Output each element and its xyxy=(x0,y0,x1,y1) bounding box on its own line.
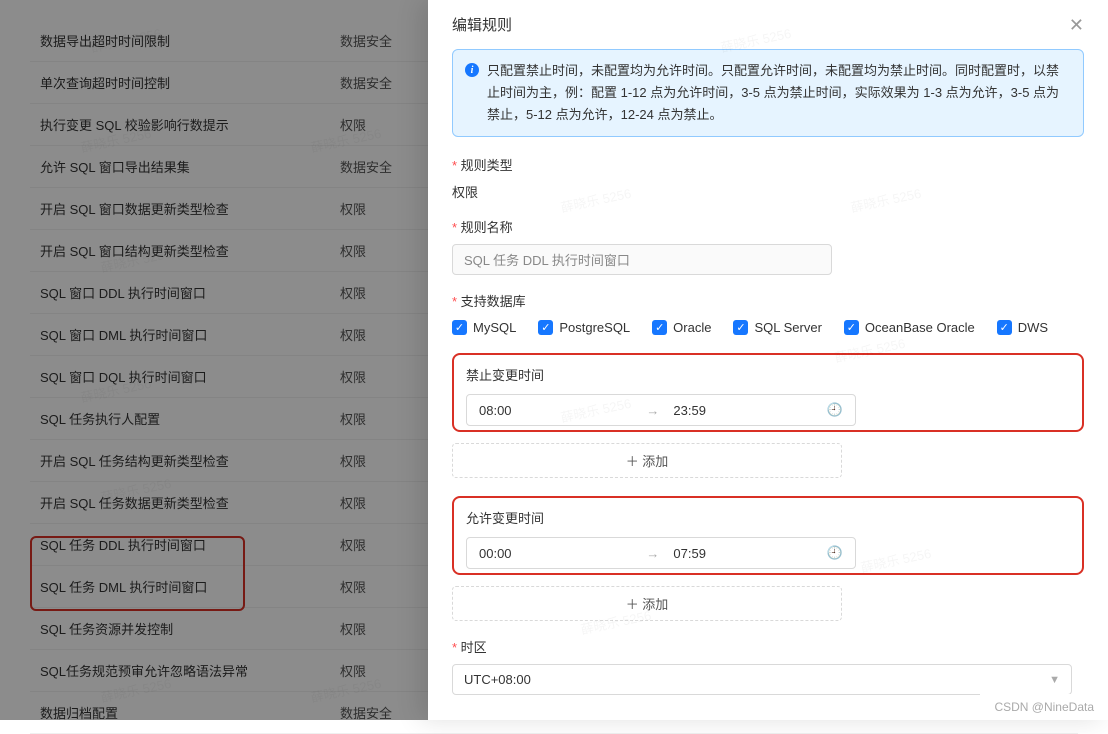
checkbox-checked-icon: ✓ xyxy=(538,320,553,335)
checkbox-checked-icon: ✓ xyxy=(652,320,667,335)
db-checkbox-dws[interactable]: ✓ DWS xyxy=(997,320,1048,335)
chevron-down-icon: ▼ xyxy=(1049,674,1060,686)
close-icon[interactable]: ✕ xyxy=(1069,16,1084,34)
alert-info: i 只配置禁止时间，未配置均为允许时间。只配置允许时间，未配置均为禁止时间。同时… xyxy=(452,49,1084,137)
db-label: Oracle xyxy=(673,320,711,335)
allow-start: 00:00 xyxy=(479,546,632,561)
forbid-time-section: 禁止变更时间 08:00 → 23:59 🕘 xyxy=(452,353,1084,432)
db-checkbox-oceanbase-oracle[interactable]: ✓ OceanBase Oracle xyxy=(844,320,975,335)
timezone-select[interactable]: UTC+08:00 ▼ xyxy=(452,664,1072,695)
timezone-label: 时区 xyxy=(452,637,1084,656)
timezone-value: UTC+08:00 xyxy=(464,672,531,687)
db-label: PostgreSQL xyxy=(559,320,630,335)
allow-end: 07:59 xyxy=(673,546,826,561)
forbid-time-range[interactable]: 08:00 → 23:59 🕘 xyxy=(466,394,856,426)
alert-text: 只配置禁止时间，未配置均为允许时间。只配置允许时间，未配置均为禁止时间。同时配置… xyxy=(487,60,1071,126)
allow-time-label: 允许变更时间 xyxy=(466,508,1070,527)
info-icon: i xyxy=(465,63,479,77)
forbid-start: 08:00 xyxy=(479,403,632,418)
checkbox-checked-icon: ✓ xyxy=(997,320,1012,335)
db-checkbox-mysql[interactable]: ✓ MySQL xyxy=(452,320,516,335)
rule-type-value: 权限 xyxy=(452,182,1084,201)
clock-icon: 🕘 xyxy=(827,545,843,561)
db-checkbox-postgresql[interactable]: ✓ PostgreSQL xyxy=(538,320,630,335)
forbid-add-button[interactable]: ＋ 添加 xyxy=(452,443,842,478)
support-db-label: 支持数据库 xyxy=(452,291,1084,310)
forbid-end: 23:59 xyxy=(673,403,826,418)
checkbox-checked-icon: ✓ xyxy=(733,320,748,335)
allow-time-section: 允许变更时间 00:00 → 07:59 🕘 xyxy=(452,496,1084,575)
db-checkbox-sql-server[interactable]: ✓ SQL Server xyxy=(733,320,821,335)
db-label: OceanBase Oracle xyxy=(865,320,975,335)
checkbox-checked-icon: ✓ xyxy=(844,320,859,335)
allow-add-button[interactable]: ＋ 添加 xyxy=(452,586,842,621)
rule-type-label: 规则类型 xyxy=(452,155,1084,174)
checkbox-checked-icon: ✓ xyxy=(452,320,467,335)
arrow-icon: → xyxy=(646,403,659,418)
drawer-title: 编辑规则 xyxy=(452,14,512,35)
db-label: DWS xyxy=(1018,320,1048,335)
db-checkbox-oracle[interactable]: ✓ Oracle xyxy=(652,320,711,335)
db-label: MySQL xyxy=(473,320,516,335)
db-label: SQL Server xyxy=(754,320,821,335)
arrow-icon: → xyxy=(646,546,659,561)
clock-icon: 🕘 xyxy=(827,402,843,418)
footer-credit: CSDN @NineData xyxy=(980,694,1108,720)
allow-time-range[interactable]: 00:00 → 07:59 🕘 xyxy=(466,537,856,569)
edit-rule-drawer: 编辑规则 ✕ i 只配置禁止时间，未配置均为允许时间。只配置允许时间，未配置均为… xyxy=(428,0,1108,720)
forbid-time-label: 禁止变更时间 xyxy=(466,365,1070,384)
rule-name-input[interactable] xyxy=(452,244,832,275)
rule-name-label: 规则名称 xyxy=(452,217,1084,236)
